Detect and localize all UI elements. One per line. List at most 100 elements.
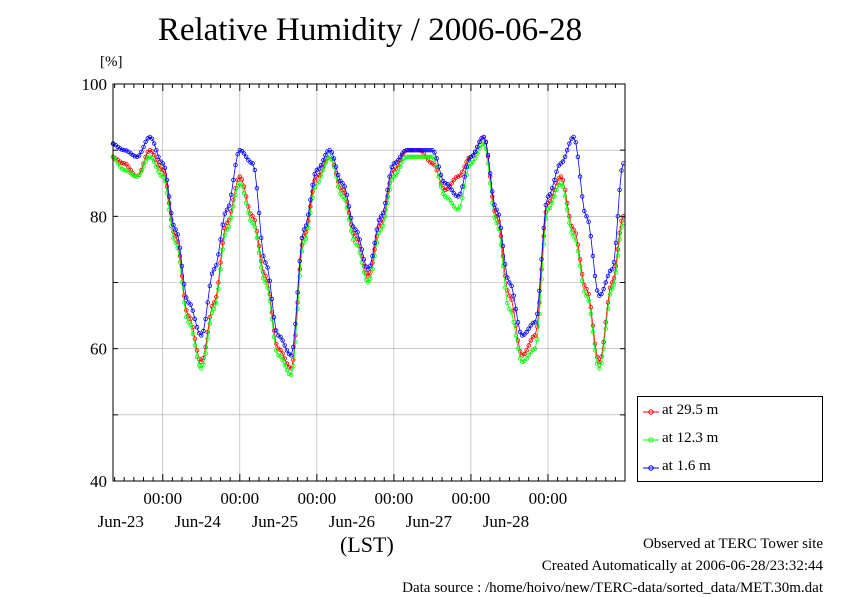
data-point — [460, 195, 465, 201]
data-point — [470, 153, 476, 158]
data-point — [205, 300, 210, 305]
data-point — [374, 227, 379, 232]
data-point — [121, 147, 127, 153]
data-point — [203, 344, 208, 350]
x-date-label: Jun-28 — [483, 512, 529, 531]
data-point — [158, 166, 163, 171]
data-point — [558, 181, 563, 186]
data-point — [306, 212, 311, 217]
data-point — [160, 174, 165, 179]
data-point — [592, 341, 598, 346]
data-point — [162, 165, 168, 170]
data-point — [603, 320, 608, 325]
data-point — [455, 194, 461, 199]
data-point — [321, 167, 326, 173]
data-point — [171, 236, 176, 241]
data-point — [271, 315, 277, 320]
data-point — [353, 233, 358, 239]
data-point — [151, 141, 157, 146]
data-point — [325, 149, 330, 154]
data-point — [363, 277, 369, 282]
data-point — [460, 184, 465, 189]
data-point — [151, 152, 157, 158]
data-point — [361, 270, 367, 275]
data-point — [149, 149, 155, 154]
data-point — [605, 300, 611, 305]
x-tick-label: 00:00 — [220, 489, 259, 508]
data-point — [423, 154, 429, 159]
data-point — [184, 308, 189, 313]
data-point — [547, 205, 553, 211]
data-point — [222, 232, 227, 238]
series-line-1 — [112, 143, 624, 376]
data-point — [338, 191, 343, 196]
data-point — [485, 152, 491, 158]
data-point — [528, 338, 533, 343]
data-point — [611, 260, 617, 265]
x-date-label: Jun-23 — [98, 512, 144, 531]
data-point — [351, 224, 356, 229]
data-point — [464, 164, 469, 169]
data-point — [261, 276, 266, 281]
data-point — [580, 194, 585, 199]
data-point — [308, 204, 313, 209]
data-point — [509, 310, 514, 315]
data-point — [500, 253, 506, 259]
data-point — [173, 227, 178, 232]
data-point — [250, 161, 255, 166]
grid — [113, 84, 625, 481]
data-point — [520, 333, 525, 338]
legend-marker-12-3m — [643, 437, 659, 443]
data-point — [166, 194, 172, 199]
data-point — [532, 346, 538, 351]
data-point — [181, 282, 187, 287]
data-point — [147, 154, 153, 159]
data-point — [355, 229, 360, 235]
data-point — [301, 240, 307, 245]
data-point — [263, 280, 268, 285]
data-point — [286, 371, 292, 376]
data-point — [179, 273, 185, 279]
data-point — [224, 220, 230, 226]
data-point — [149, 136, 155, 141]
data-point — [306, 219, 311, 224]
data-point — [205, 336, 210, 341]
data-point — [295, 290, 300, 295]
data-point — [188, 302, 193, 307]
data-point — [271, 334, 277, 340]
data-point — [224, 227, 230, 232]
data-point — [524, 329, 529, 335]
data-point — [496, 226, 501, 231]
data-point — [340, 181, 345, 186]
data-point — [440, 191, 446, 196]
data-point — [586, 219, 591, 224]
data-point — [259, 265, 264, 270]
data-point — [481, 134, 486, 140]
data-point — [353, 227, 358, 232]
data-point — [216, 280, 221, 285]
data-point — [113, 157, 118, 163]
data-point — [468, 154, 474, 159]
data-point — [511, 293, 516, 298]
data-point — [194, 325, 200, 330]
data-point — [280, 338, 285, 343]
data-point — [323, 152, 328, 158]
data-point — [537, 300, 542, 305]
data-point — [580, 272, 585, 277]
data-point — [214, 263, 219, 268]
data-point — [372, 240, 377, 245]
data-point — [370, 267, 375, 272]
data-point — [368, 263, 373, 268]
data-point — [179, 263, 185, 269]
data-point — [269, 296, 275, 302]
data-point — [389, 177, 394, 183]
data-point — [340, 187, 345, 193]
data-point — [385, 194, 390, 199]
data-point — [149, 155, 155, 161]
data-point — [184, 314, 189, 320]
data-point — [619, 168, 624, 173]
data-point — [136, 153, 142, 158]
data-point — [554, 187, 559, 193]
data-point — [177, 245, 183, 250]
data-point — [490, 189, 495, 194]
